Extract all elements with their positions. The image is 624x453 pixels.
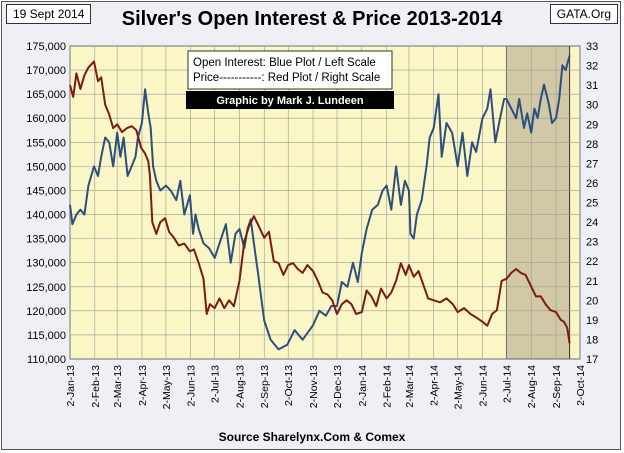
y-right-tick-label: 26 (586, 178, 598, 190)
x-tick-label: 2-Jul-13 (210, 365, 222, 403)
x-tick-label: 2-Oct-13 (283, 365, 295, 406)
y-left-tick-label: 175,000 (26, 41, 66, 53)
source-label: GATA.Org (549, 4, 618, 24)
y-right-tick-label: 27 (586, 158, 598, 170)
y-left-tick-label: 130,000 (26, 258, 66, 270)
x-tick-label: 2-Nov-13 (308, 365, 320, 408)
credit-label: Graphic by Mark J. Lundeen (216, 95, 364, 107)
x-tick-label: 2-Dec-13 (332, 365, 344, 408)
x-tick-label: 2-Jan-14 (357, 365, 369, 407)
credit-box (186, 91, 394, 109)
x-tick-label: 2-Sep-13 (259, 365, 271, 408)
x-tick-label: 2-Apr-13 (137, 365, 149, 406)
x-tick-label: 2-Aug-14 (526, 365, 538, 408)
y-right-tick-label: 23 (586, 237, 598, 249)
x-tick-label: 2-Feb-13 (90, 365, 102, 408)
y-left-tick-label: 145,000 (26, 185, 66, 197)
y-left-tick-label: 165,000 (26, 89, 66, 101)
y-right-tick-label: 22 (586, 256, 598, 268)
y-right-tick-label: 24 (586, 217, 598, 229)
y-left-tick-label: 155,000 (26, 137, 66, 149)
y-left-tick-label: 150,000 (26, 161, 66, 173)
x-tick-label: 2-Sep-14 (551, 365, 563, 408)
y-left-tick-label: 140,000 (26, 210, 66, 222)
y-left-tick-label: 160,000 (26, 113, 66, 125)
y-left-tick-label: 125,000 (26, 282, 66, 294)
x-tick-label: 2-Oct-14 (575, 365, 587, 406)
legend-open-interest: Open Interest: Blue Plot / Left Scale (193, 57, 376, 69)
y-left-tick-label: 120,000 (26, 306, 66, 318)
x-tick-label: 2-Jun-14 (477, 365, 489, 407)
legend-box (187, 50, 393, 90)
y-right-tick-label: 33 (586, 41, 598, 53)
y-right-tick-label: 28 (586, 139, 598, 151)
source-footer: Source Sharelynx.Com & Comex (218, 430, 406, 444)
y-right-tick-label: 32 (586, 61, 598, 73)
x-tick-label: 2-May-14 (453, 365, 465, 410)
x-tick-label: 2-Jul-14 (501, 365, 513, 403)
y-right-tick-label: 29 (586, 119, 598, 131)
x-tick-label: 2-Aug-13 (234, 365, 246, 408)
x-tick-label: 2-Feb-14 (382, 365, 394, 408)
x-tick-label: 2-May-13 (161, 365, 173, 410)
y-right-tick-label: 18 (586, 334, 598, 346)
y-right-tick-label: 30 (586, 100, 598, 112)
y-right-tick-label: 25 (586, 198, 598, 210)
y-right-tick-label: 19 (586, 315, 598, 327)
y-left-tick-label: 135,000 (26, 234, 66, 246)
legend-price: Price-----------: Red Plot / Right Scale (193, 72, 380, 84)
date-label: 19 Sept 2014 (6, 4, 92, 24)
x-tick-label: 2-Mar-14 (404, 365, 416, 408)
x-tick-label: 2-Apr-14 (429, 365, 441, 406)
price-line (69, 60, 571, 344)
y-right-tick-label: 17 (586, 354, 598, 366)
x-tick-label: 2-Jan-13 (65, 365, 77, 407)
x-tick-label: 2-Jun-13 (186, 365, 198, 407)
y-left-tick-label: 170,000 (26, 65, 66, 77)
y-left-tick-label: 115,000 (27, 330, 66, 342)
y-right-tick-label: 31 (586, 80, 598, 92)
chart-title: Silver's Open Interest & Price 2013-2014 (121, 8, 503, 30)
y-left-tick-label: 110,000 (27, 354, 66, 366)
y-right-tick-label: 21 (586, 276, 598, 288)
x-tick-label: 2-Mar-13 (112, 365, 124, 408)
y-right-tick-label: 20 (586, 295, 598, 307)
open-interest-line (69, 55, 571, 351)
